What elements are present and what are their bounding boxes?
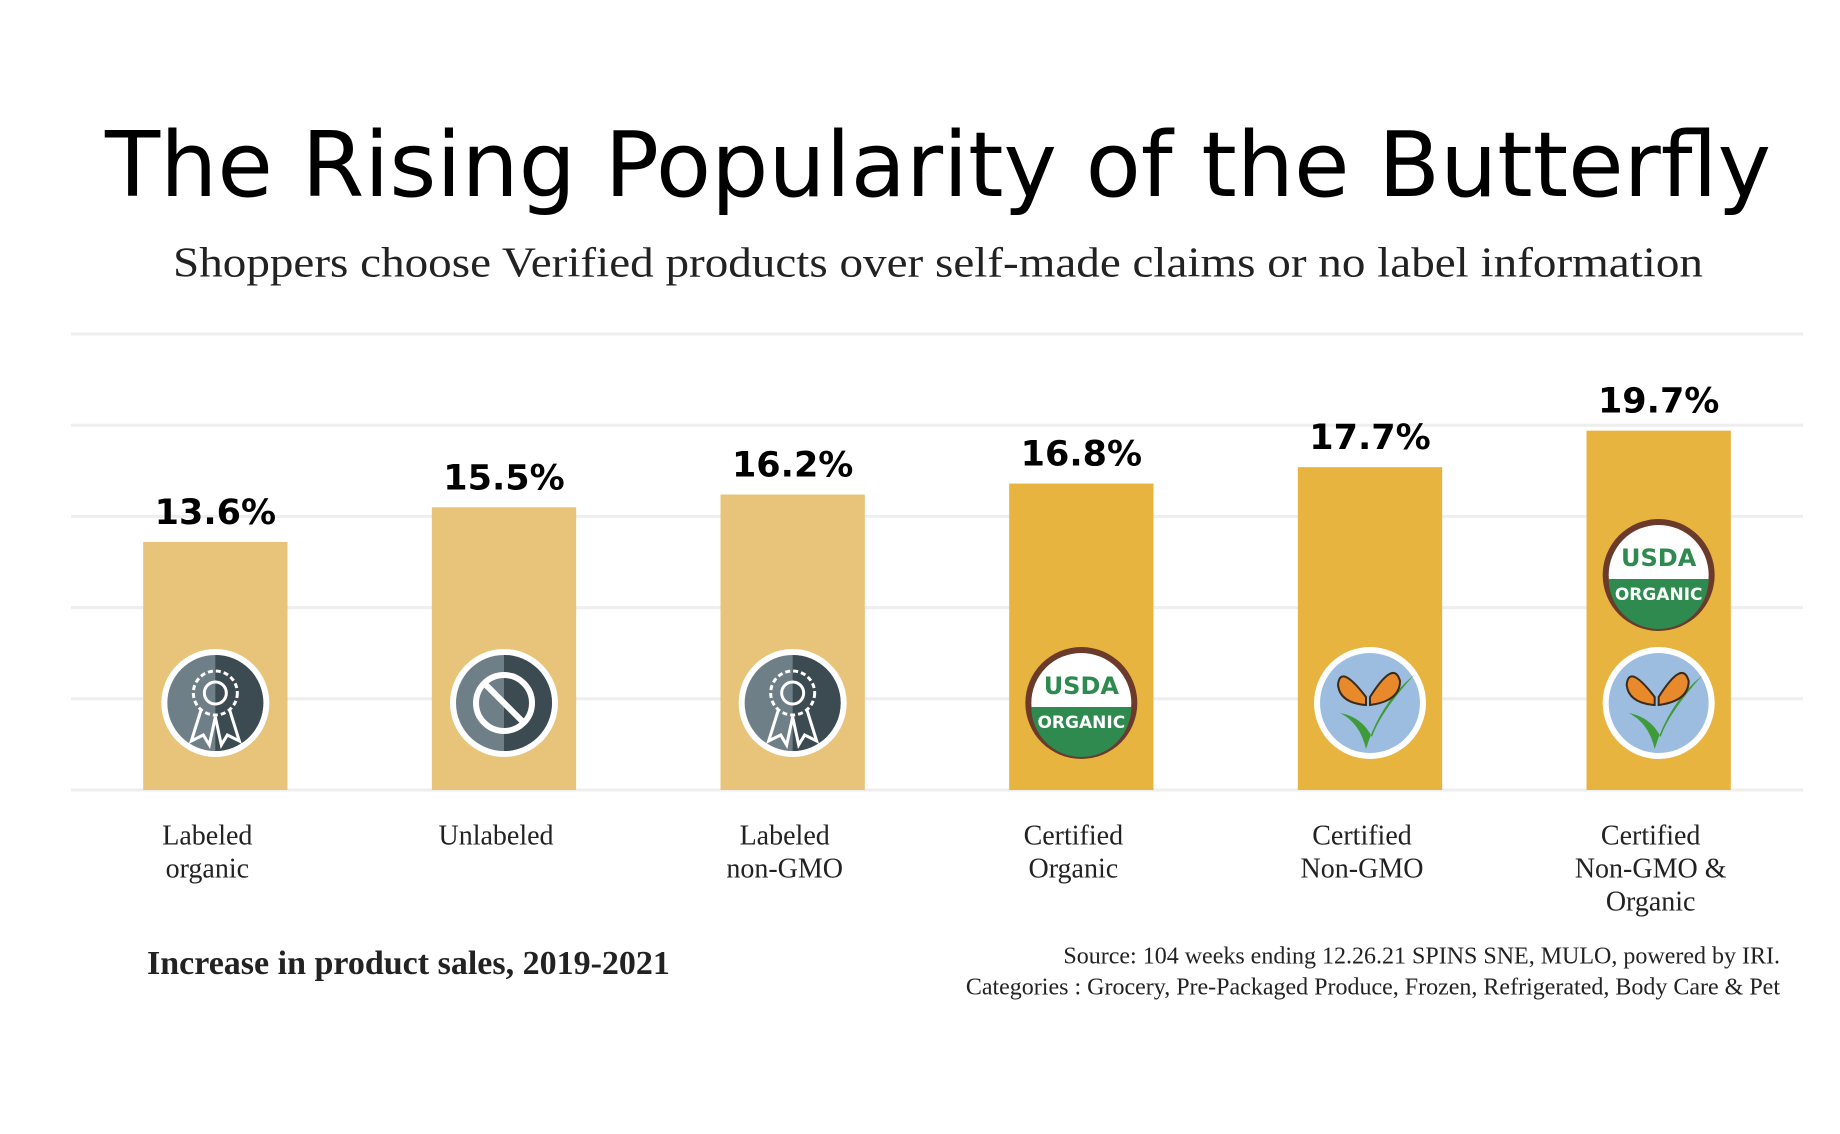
chart-title: The Rising Popularity of the Butterfly xyxy=(104,113,1771,218)
value-label: 19.7% xyxy=(1598,382,1719,422)
x-tick-label: Unlabeled xyxy=(438,820,553,851)
icon-shade xyxy=(792,655,841,751)
x-tick-label: Certified xyxy=(1312,820,1412,851)
logo-wing xyxy=(1369,671,1402,707)
logo-text: ORGANIC xyxy=(1615,585,1703,605)
x-tick-label: organic xyxy=(166,853,249,884)
unlabeled-icon xyxy=(450,649,558,757)
icon-shade xyxy=(215,655,264,751)
logo-wing xyxy=(1625,675,1656,707)
icon-medal-core xyxy=(202,680,228,706)
value-label: 16.2% xyxy=(732,446,853,486)
logo-wing xyxy=(1336,675,1367,707)
logo-green xyxy=(1031,707,1132,757)
icon-medal-core xyxy=(780,680,806,706)
x-tick-label: Non-GMO xyxy=(1301,853,1424,884)
award-icon xyxy=(738,649,847,757)
source-line: Source: 104 weeks ending 12.26.21 SPINS … xyxy=(1063,944,1780,970)
non-gmo-logo xyxy=(1602,647,1715,759)
icon-circle xyxy=(473,672,535,734)
value-label: 17.7% xyxy=(1309,418,1430,458)
icon-ribbon xyxy=(188,708,242,750)
source-line: Categories : Grocery, Pre-Packaged Produ… xyxy=(966,975,1781,1001)
icon-ribbon xyxy=(766,708,820,750)
logo-text: ORGANIC xyxy=(1037,713,1125,733)
logo-text: USDA xyxy=(1044,672,1120,700)
logo-green xyxy=(1608,579,1709,629)
x-tick-label: Labeled xyxy=(740,820,830,851)
value-label: 15.5% xyxy=(443,458,564,498)
x-tick-label: Organic xyxy=(1606,886,1696,917)
value-label: 13.6% xyxy=(155,493,276,533)
logo-text: USDA xyxy=(1621,544,1697,572)
chart-subtitle: Shoppers choose Verified products over s… xyxy=(173,241,1703,287)
x-tick-label: Organic xyxy=(1028,853,1118,884)
logo-wing xyxy=(1657,671,1690,707)
non-gmo-logo xyxy=(1314,647,1426,759)
x-axis-label: Increase in product sales, 2019-2021 xyxy=(147,945,670,982)
x-tick-label: Certified xyxy=(1601,820,1701,851)
icon-slash xyxy=(481,680,527,726)
usda-logo: USDA ORGANIC xyxy=(1025,647,1138,759)
x-tick-label: non-GMO xyxy=(726,853,843,884)
x-tick-label: Non-GMO & xyxy=(1575,853,1727,884)
award-icon xyxy=(161,649,270,757)
usda-logo: USDA ORGANIC xyxy=(1602,519,1715,631)
icon-medal xyxy=(769,669,817,717)
x-tick-label: Labeled xyxy=(162,820,252,851)
value-label: 16.8% xyxy=(1021,435,1142,475)
icon-medal xyxy=(191,669,239,717)
x-tick-label: Certified xyxy=(1024,820,1124,851)
